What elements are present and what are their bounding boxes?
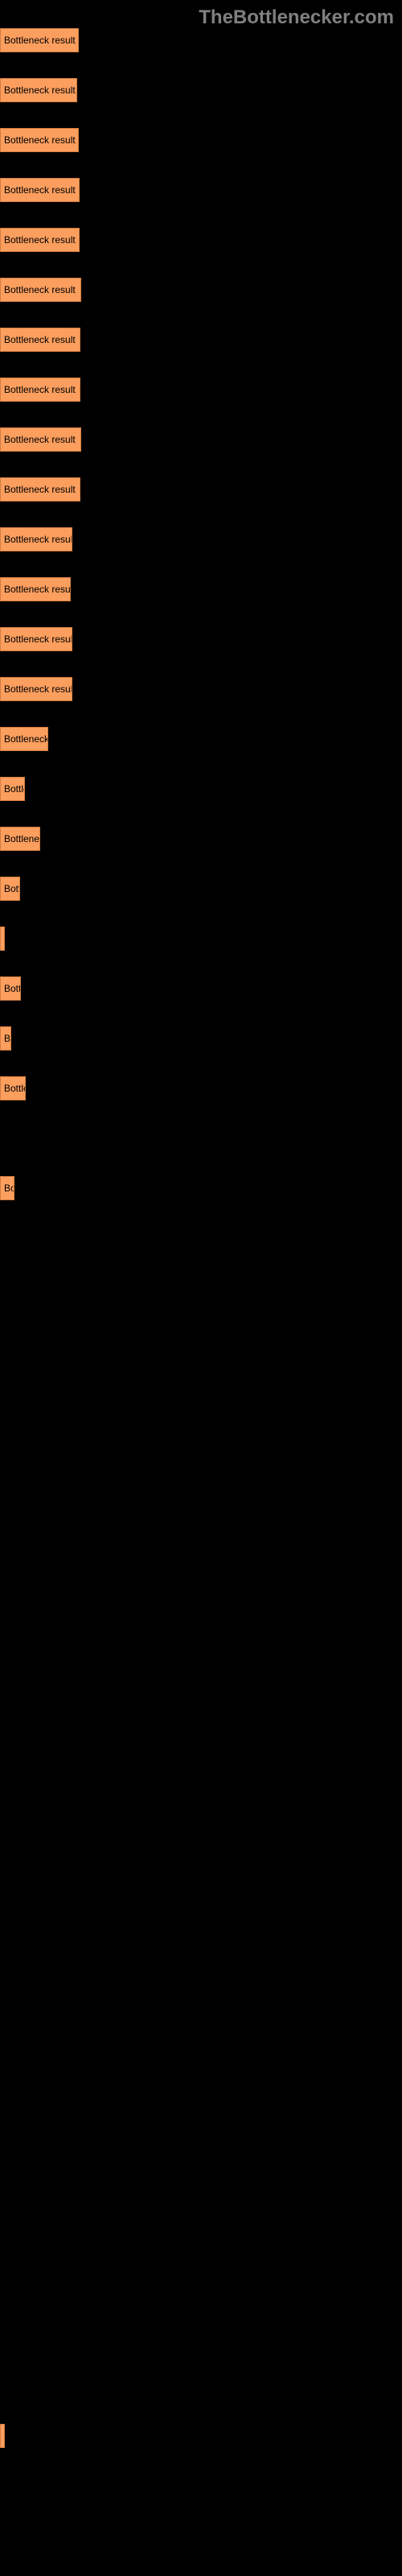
chart-bar: Bottleneck result [0, 627, 72, 651]
chart-bar: Bottleneck result [0, 427, 81, 452]
bar-wrapper [0, 1126, 402, 1150]
bar-wrapper [0, 2174, 402, 2198]
bar-wrapper [0, 1825, 402, 1849]
bar-wrapper [0, 2474, 402, 2498]
bar-wrapper [0, 1675, 402, 1699]
chart-bar: Bottleneck [0, 1176, 14, 1200]
bar-wrapper [0, 1625, 402, 1649]
bar-wrapper: Bottleneck [0, 1176, 402, 1200]
bar-wrapper: Bottleneck result [0, 78, 402, 102]
bar-wrapper: Bottleneck [0, 1026, 402, 1051]
chart-bar: Bottleneck result [0, 378, 80, 402]
chart-bar: Bottleneck result [0, 78, 77, 102]
bar-wrapper [0, 2274, 402, 2298]
chart-bar [0, 2424, 5, 2448]
chart-bar: Bottleneck result [0, 677, 72, 701]
bar-wrapper: Bottleneck result [0, 477, 402, 502]
chart-bar: Bottleneck result [0, 28, 79, 52]
chart-bar [0, 927, 5, 951]
bar-wrapper: Bottleneck result [0, 178, 402, 202]
bar-wrapper: Bottleneck result [0, 378, 402, 402]
bar-wrapper [0, 2224, 402, 2248]
bar-wrapper [0, 2424, 402, 2448]
bar-wrapper: Bottleneck result [0, 278, 402, 302]
bar-wrapper: Bottleneck result [0, 527, 402, 551]
chart-bar: Bottleneck [0, 827, 40, 851]
bar-wrapper [0, 1975, 402, 1999]
bar-wrapper: Bottleneck result [0, 627, 402, 651]
bar-wrapper [0, 1226, 402, 1250]
bar-wrapper [0, 1725, 402, 1749]
bar-wrapper [0, 1775, 402, 1799]
bar-wrapper [0, 2374, 402, 2398]
bar-wrapper: Bottleneck result [0, 228, 402, 252]
bar-wrapper [0, 2324, 402, 2348]
chart-bar: Bottleneck result [0, 328, 80, 352]
chart-bar: Bottleneck [0, 877, 20, 901]
bar-wrapper [0, 1925, 402, 1949]
bar-wrapper [0, 2025, 402, 2049]
bar-wrapper: Bottleneck [0, 976, 402, 1001]
bars-container: Bottleneck result Bottleneck result Bottle… [0, 28, 402, 2524]
watermark-text: TheBottlenecker.com [199, 6, 394, 29]
bar-wrapper: Bottleneck [0, 727, 402, 751]
bar-wrapper [0, 2074, 402, 2099]
chart-bar: Bottleneck [0, 777, 25, 801]
bar-wrapper [0, 1426, 402, 1450]
chart-bar: Bottleneck [0, 727, 48, 751]
chart-bar: Bottleneck [0, 1076, 26, 1100]
bar-wrapper: Bottleneck result [0, 128, 402, 152]
chart-bar: Bottleneck result [0, 228, 80, 252]
bar-wrapper: Bottleneck [0, 827, 402, 851]
chart-bar: Bottleneck [0, 1026, 11, 1051]
chart-bar: Bottleneck result [0, 477, 80, 502]
bar-wrapper: Bottleneck result [0, 427, 402, 452]
bar-wrapper [0, 2124, 402, 2149]
bar-wrapper [0, 1326, 402, 1350]
bar-wrapper: Bottleneck result [0, 677, 402, 701]
bar-wrapper [0, 1875, 402, 1899]
bar-wrapper: Bottleneck [0, 1076, 402, 1100]
bar-wrapper: Bottleneck result [0, 328, 402, 352]
bar-wrapper [0, 927, 402, 951]
bar-wrapper: Bottleneck [0, 777, 402, 801]
chart-bar: Bottleneck result [0, 128, 79, 152]
bar-wrapper [0, 1525, 402, 1550]
bar-wrapper [0, 1476, 402, 1500]
bar-wrapper [0, 1376, 402, 1400]
bar-wrapper: Bottleneck result [0, 577, 402, 601]
chart-bar: Bottleneck result [0, 178, 80, 202]
chart-bar: Bottleneck result [0, 527, 72, 551]
chart-bar: Bottleneck [0, 976, 21, 1001]
bar-wrapper [0, 1276, 402, 1300]
bar-wrapper: Bottleneck result [0, 28, 402, 52]
chart-bar: Bottleneck result [0, 577, 71, 601]
bar-wrapper: Bottleneck [0, 877, 402, 901]
bar-wrapper [0, 1575, 402, 1600]
chart-bar: Bottleneck result [0, 278, 81, 302]
